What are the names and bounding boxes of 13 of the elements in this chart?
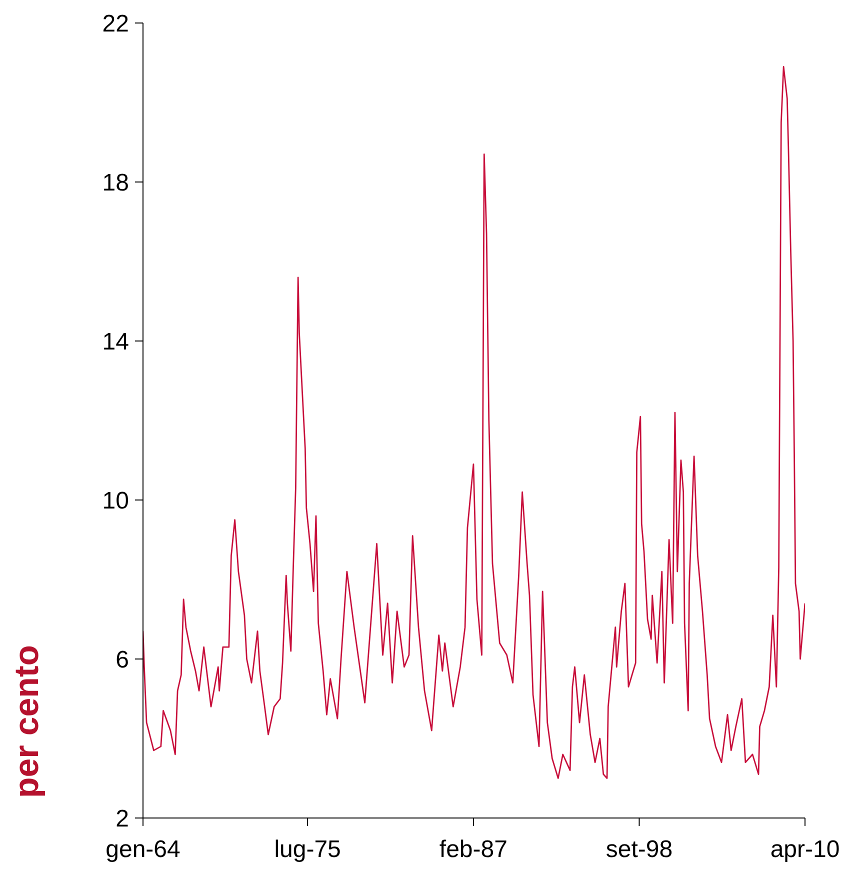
y-tick-label: 2 xyxy=(116,806,129,833)
y-tick-label: 22 xyxy=(102,10,129,38)
x-tick-label: set-98 xyxy=(606,836,673,864)
x-tick-label: feb-87 xyxy=(439,836,508,864)
x-tick-label: gen-64 xyxy=(106,836,180,864)
y-tick-label: 18 xyxy=(102,170,129,197)
y-axis-title: per cento xyxy=(8,644,46,798)
y-tick-label: 14 xyxy=(102,328,129,356)
x-tick-label: lug-75 xyxy=(274,836,341,864)
x-tick-label: apr-10 xyxy=(770,836,840,864)
line-series xyxy=(143,66,805,779)
y-tick-label: 10 xyxy=(102,488,129,515)
y-tick-label: 6 xyxy=(116,646,129,674)
